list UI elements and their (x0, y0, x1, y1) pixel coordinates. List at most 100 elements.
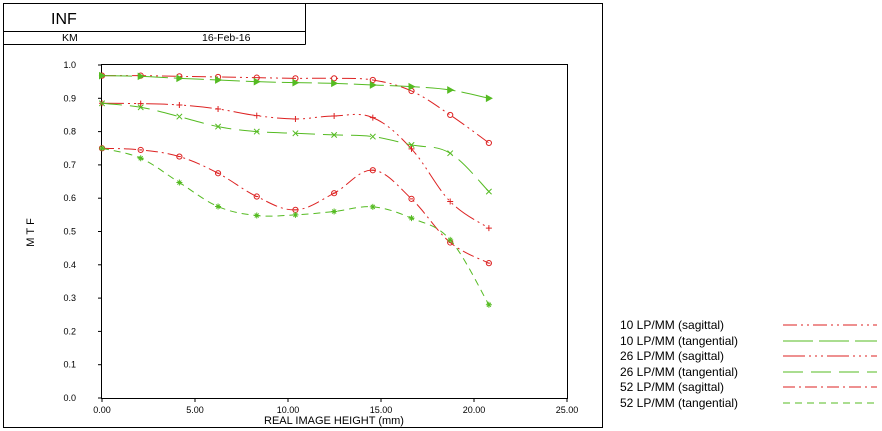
y-tick-label: 0.4 (63, 260, 76, 270)
outer-frame (3, 3, 603, 428)
y-tick-label: 0.9 (63, 93, 76, 103)
data-point-marker (369, 81, 377, 89)
y-tick-label: 0.7 (63, 160, 76, 170)
x-axis-ticks: 0.00 5.00 10.00 15.00 20.00 25.00 (93, 398, 578, 415)
series-line (101, 147, 490, 264)
data-point-marker (331, 79, 339, 88)
data-point-marker (485, 94, 493, 103)
series-5 (98, 145, 492, 267)
data-point-marker (176, 153, 183, 160)
y-tick-label: 0.5 (63, 227, 76, 237)
data-point-marker (215, 76, 223, 84)
x-tick-label: 0.00 (93, 405, 111, 415)
data-point-marker (137, 104, 144, 111)
legend: 10 LP/MM (sagittal) 10 LP/MM (tangential)… (620, 318, 880, 412)
data-point-marker (485, 301, 492, 308)
data-point-marker (485, 139, 492, 147)
marker-ring (485, 260, 492, 267)
header-date: 16-Feb-16 (202, 32, 251, 44)
data-point-marker (292, 211, 299, 218)
legend-swatch (783, 371, 877, 373)
data-point-marker (253, 128, 260, 135)
legend-swatch (783, 402, 877, 404)
legend-item: 10 LP/MM (tangential) (620, 334, 880, 350)
legend-item: 52 LP/MM (sagittal) (620, 380, 880, 396)
data-point-marker (408, 145, 415, 152)
header-title: INF (51, 11, 77, 28)
legend-label: 26 LP/MM (tangential) (620, 364, 739, 379)
series-line (101, 75, 489, 99)
data-point-marker (447, 150, 454, 157)
data-point-marker (292, 115, 299, 122)
data-point-marker (369, 114, 376, 121)
data-point-marker (214, 170, 222, 177)
data-point-marker (176, 101, 183, 108)
data-point-marker (137, 100, 144, 107)
data-point-marker (485, 188, 492, 195)
y-axis-label: MTF (25, 215, 37, 247)
legend-label: 52 LP/MM (tangential) (620, 395, 739, 410)
marker-ring (214, 170, 222, 177)
legend-item: 10 LP/MM (sagittal) (620, 318, 880, 334)
data-point-marker (408, 195, 415, 202)
legend-item: 26 LP/MM (tangential) (620, 365, 880, 381)
x-tick-label: 20.00 (463, 405, 486, 415)
data-point-marker (485, 225, 492, 232)
data-point-marker (99, 145, 105, 152)
data-point-marker (98, 100, 106, 107)
data-point-marker (292, 78, 300, 87)
data-point-marker (253, 193, 260, 200)
x-tick-label: 25.00 (556, 405, 579, 415)
x-axis-label: REAL IMAGE HEIGHT (mm) (264, 415, 404, 427)
data-point-marker (331, 208, 338, 215)
y-axis-ticks: 0.0 0.1 0.2 0.3 0.4 0.5 0.6 0.7 0.8 0.9 1.0 (63, 60, 102, 403)
legend-swatch (783, 340, 877, 342)
data-point-marker (331, 131, 338, 138)
data-point-marker (447, 236, 454, 243)
data-point-marker (408, 215, 415, 222)
data-point-marker (447, 111, 454, 119)
y-tick-label: 1.0 (63, 60, 76, 70)
data-point-marker (137, 146, 144, 154)
y-tick-label: 0.3 (63, 293, 76, 303)
legend-label: 10 LP/MM (sagittal) (620, 318, 725, 332)
series-2 (99, 71, 493, 103)
data-point-marker (215, 123, 222, 130)
data-point-marker (176, 179, 183, 186)
marker-ring (331, 190, 338, 197)
data-point-marker (369, 167, 376, 174)
y-tick-label: 0.1 (63, 360, 76, 370)
data-point-marker (447, 198, 454, 205)
data-point-marker (369, 76, 376, 84)
series-4 (98, 100, 492, 195)
data-point-marker (176, 74, 184, 83)
y-tick-label: 0.6 (63, 193, 76, 203)
legend-swatch (783, 355, 877, 357)
data-point-marker (485, 260, 492, 267)
data-point-marker (176, 113, 183, 120)
y-tick-label: 0.2 (63, 326, 76, 336)
data-point-marker (215, 105, 222, 112)
data-point-marker (447, 86, 455, 94)
data-point-marker (292, 130, 299, 137)
data-point-marker (408, 141, 415, 148)
x-tick-label: 5.00 (186, 405, 204, 415)
marker-ring (408, 195, 415, 202)
data-point-marker (331, 75, 338, 82)
legend-label: 26 LP/MM (sagittal) (620, 349, 725, 364)
series-6 (99, 145, 492, 308)
y-tick-label: 0.0 (63, 393, 76, 403)
series-layer (98, 71, 493, 308)
data-point-marker (99, 71, 107, 80)
legend-label: 52 LP/MM (sagittal) (620, 380, 725, 395)
data-point-marker (253, 112, 260, 119)
data-point-marker (253, 212, 260, 219)
marker-ring (369, 167, 376, 174)
legend-item: 26 LP/MM (sagittal) (620, 349, 880, 365)
data-point-marker (408, 82, 416, 91)
marker-ring (137, 146, 144, 154)
data-point-marker (331, 112, 338, 119)
data-point-marker (369, 203, 376, 210)
data-point-marker (215, 203, 222, 210)
legend-label: 10 LP/MM (tangential) (620, 333, 739, 348)
